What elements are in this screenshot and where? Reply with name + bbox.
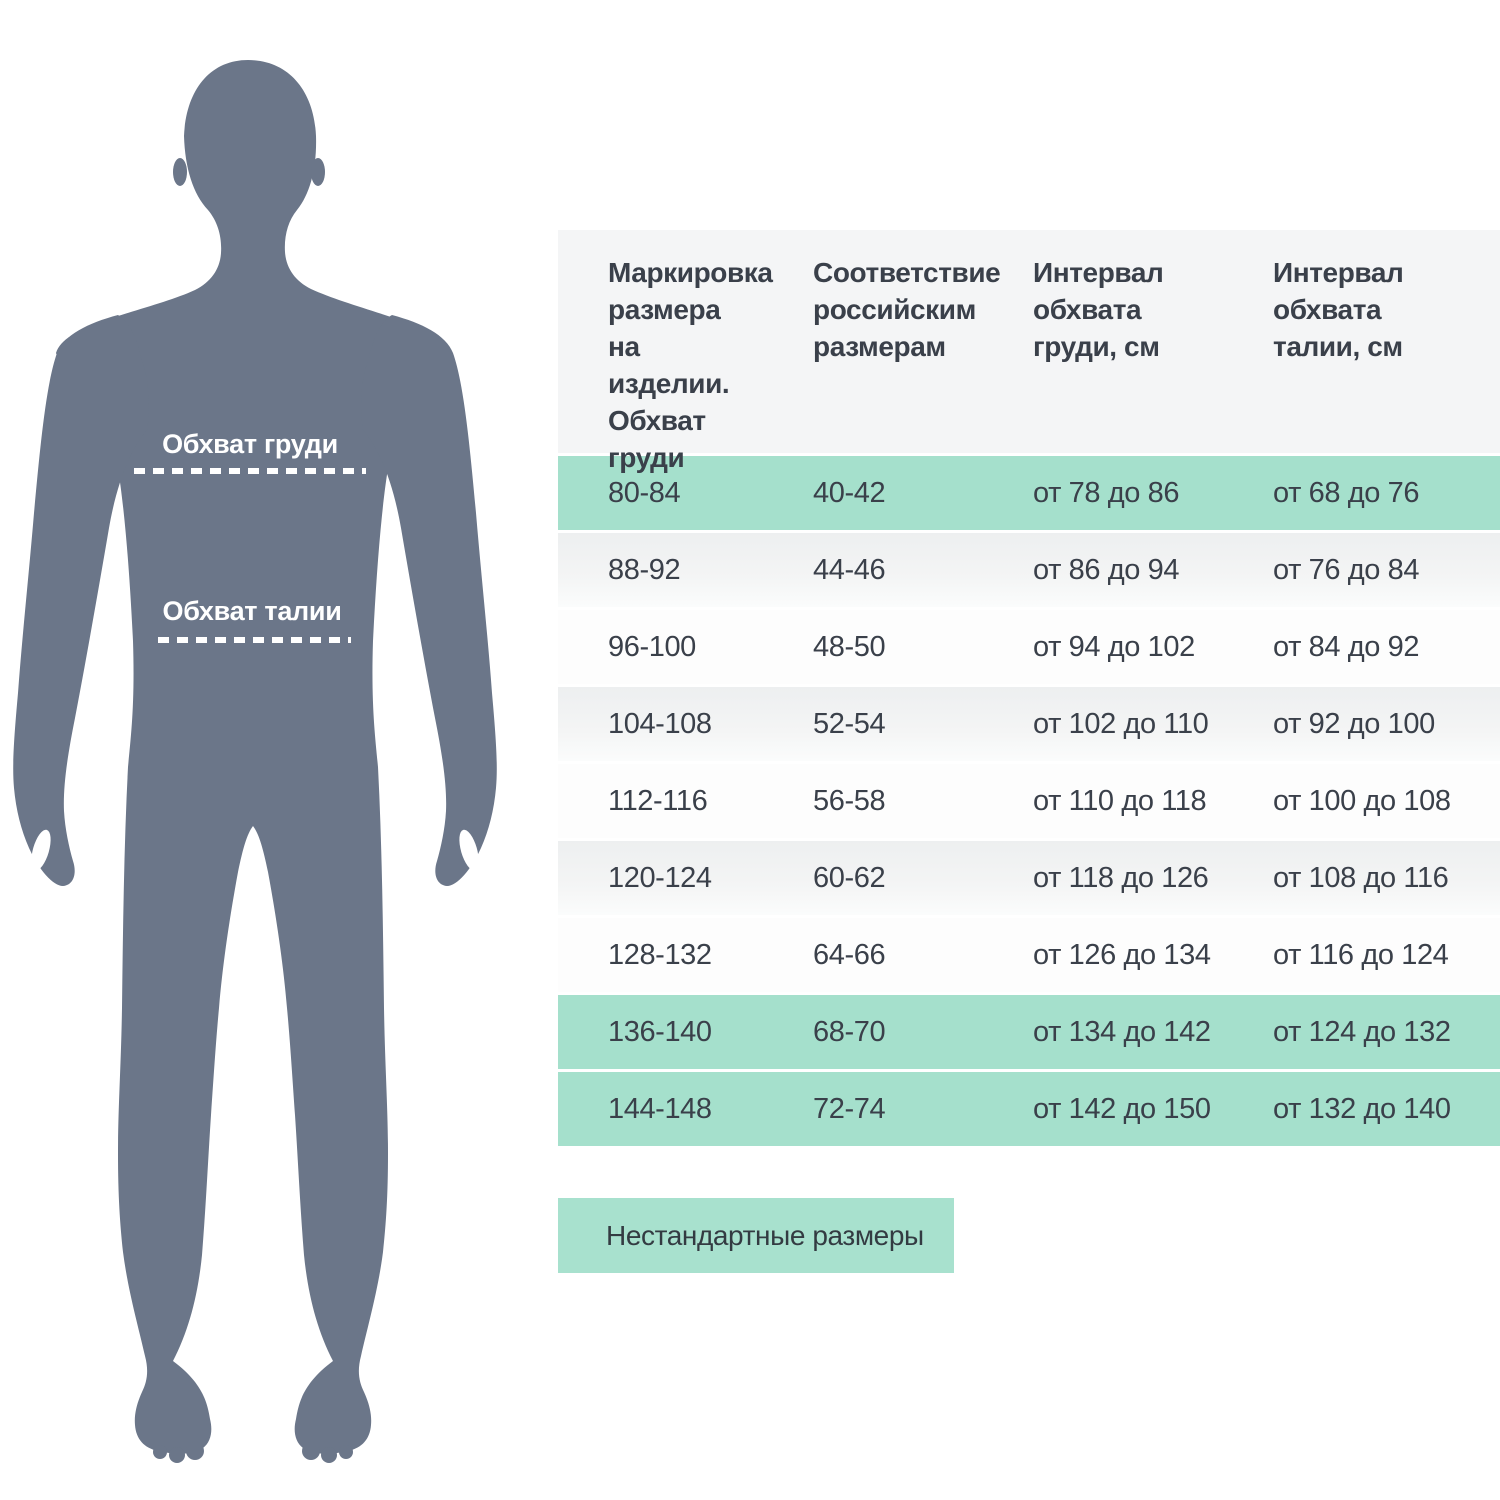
table-cell: от 94 до 102 [1033, 630, 1195, 663]
table-row: 128-132 64-66 от 126 до 134 от 116 до 12… [558, 915, 1500, 992]
right-foot-toe [321, 1447, 337, 1463]
right-foot-toe [302, 1442, 320, 1460]
table-cell: от 84 до 92 [1273, 630, 1420, 663]
table-cell: от 124 до 132 [1273, 1015, 1451, 1048]
left-hand-notch [31, 829, 51, 871]
table-cell: 96-100 [608, 630, 696, 663]
size-table: Маркировка размера на изделии. Обхват гр… [558, 230, 1500, 1146]
left-foot-toe [153, 1445, 167, 1459]
table-row: 96-100 48-50 от 94 до 102 от 84 до 92 [558, 607, 1500, 684]
table-row: 80-84 40-42 от 78 до 86 от 68 до 76 [558, 453, 1500, 530]
table-cell: от 76 до 84 [1273, 553, 1420, 586]
right-hand-notch [459, 829, 479, 871]
table-cell: 112-116 [608, 784, 708, 817]
table-row: 104-108 52-54 от 102 до 110 от 92 до 100 [558, 684, 1500, 761]
chest-measure-label: Обхват груди [162, 429, 338, 459]
table-cell: от 142 до 150 [1033, 1092, 1211, 1125]
header-cell-russian-size: Соответствие российским размерам [813, 257, 1001, 362]
table-cell: 80-84 [608, 476, 681, 509]
table-cell: от 68 до 76 [1273, 476, 1420, 509]
table-cell: 40-42 [813, 476, 886, 509]
table-cell: от 108 до 116 [1273, 861, 1449, 894]
table-cell: от 78 до 86 [1033, 476, 1180, 509]
table-cell: 56-58 [813, 784, 886, 817]
table-cell: 120-124 [608, 861, 712, 894]
right-arm [361, 315, 497, 886]
table-cell: от 132 до 140 [1273, 1092, 1451, 1125]
table-cell: от 86 до 94 [1033, 553, 1180, 586]
table-cell: от 126 до 134 [1033, 938, 1211, 971]
table-cell: от 116 до 124 [1273, 938, 1449, 971]
table-row: 88-92 44-46 от 86 до 94 от 76 до 84 [558, 530, 1500, 607]
table-cell: 144-148 [608, 1092, 712, 1125]
table-cell: от 118 до 126 [1033, 861, 1209, 894]
table-cell: от 134 до 142 [1033, 1015, 1211, 1048]
left-ear [173, 158, 187, 186]
table-cell: 44-46 [813, 553, 886, 586]
table-row: 120-124 60-62 от 118 до 126 от 108 до 11… [558, 838, 1500, 915]
table-cell: 128-132 [608, 938, 712, 971]
table-cell: от 110 до 118 [1033, 784, 1207, 817]
table-cell: от 92 до 100 [1273, 707, 1435, 740]
table-cell: 52-54 [813, 707, 886, 740]
table-cell: 136-140 [608, 1015, 712, 1048]
table-row: 136-140 68-70 от 134 до 142 от 124 до 13… [558, 992, 1500, 1069]
table-row: 144-148 72-74 от 142 до 150 от 132 до 14… [558, 1069, 1500, 1146]
table-row: 112-116 56-58 от 110 до 118 от 100 до 10… [558, 761, 1500, 838]
table-cell: 88-92 [608, 553, 681, 586]
table-cell: 104-108 [608, 707, 712, 740]
right-foot-toe [339, 1445, 353, 1459]
table-cell: 60-62 [813, 861, 886, 894]
male-body-silhouette [13, 60, 497, 1463]
table-cell: 68-70 [813, 1015, 886, 1048]
left-arm [13, 315, 149, 886]
right-ear [311, 158, 325, 186]
table-cell: 64-66 [813, 938, 886, 971]
table-cell: 48-50 [813, 630, 886, 663]
header-cell-marking: Маркировка размера на изделии. Обхват гр… [608, 257, 773, 473]
body-outline [56, 60, 450, 1454]
header-cell-waist-interval: Интервал обхвата талии, см [1273, 257, 1404, 362]
left-foot-toe [169, 1447, 185, 1463]
header-cell-chest-interval: Интервал обхвата груди, см [1033, 257, 1164, 362]
table-header-row: Маркировка размера на изделии. Обхват гр… [558, 230, 1500, 473]
waist-measure-label: Обхват талии [162, 596, 342, 626]
table-cell: 72-74 [813, 1092, 886, 1125]
table-cell: от 102 до 110 [1033, 707, 1209, 740]
nonstandard-sizes-badge: Нестандартные размеры [558, 1198, 954, 1273]
table-cell: от 100 до 108 [1273, 784, 1451, 817]
left-foot-toe [186, 1442, 204, 1460]
